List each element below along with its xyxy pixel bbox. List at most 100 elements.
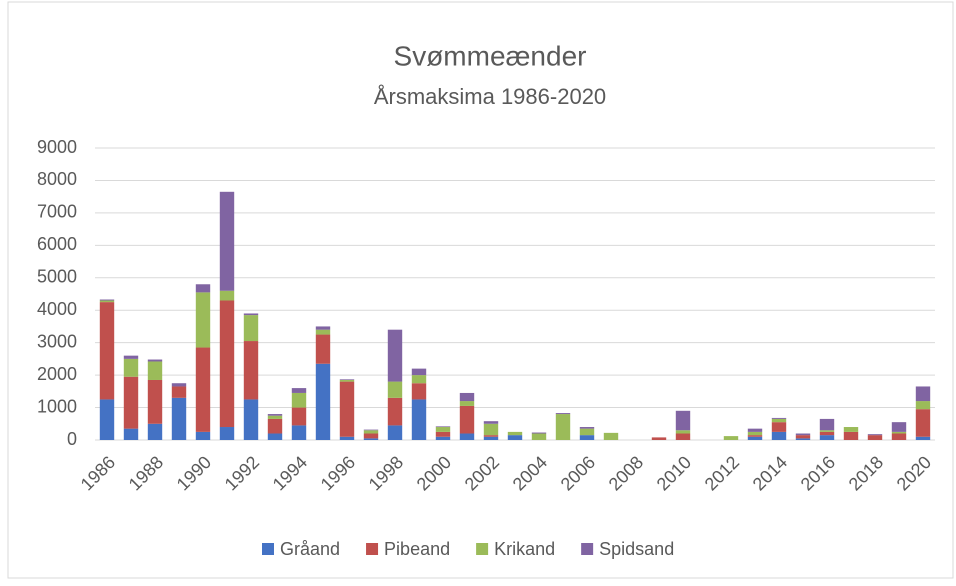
bar-segment xyxy=(651,437,667,440)
bar-segment xyxy=(915,386,931,402)
legend-label: Pibeand xyxy=(384,539,450,559)
bar-segment xyxy=(147,361,163,380)
bar-segment xyxy=(795,433,811,436)
bar-segment xyxy=(891,431,907,434)
bar-segment xyxy=(147,379,163,424)
bar-segment xyxy=(771,418,787,423)
bar-segment xyxy=(819,418,835,431)
bar-segment xyxy=(843,427,859,432)
bar-segment xyxy=(675,433,691,440)
bar-segment xyxy=(459,401,475,406)
bar-segment xyxy=(363,438,379,440)
bar-segment xyxy=(867,435,883,440)
bar-segment xyxy=(123,358,139,377)
bar-segment xyxy=(747,436,763,440)
chart-title: Svømmeænder xyxy=(394,40,587,71)
y-tick-label: 0 xyxy=(67,429,77,449)
bar-segment xyxy=(411,383,427,400)
bar-segment xyxy=(819,430,835,432)
bar-segment xyxy=(99,299,115,301)
bar-segment xyxy=(819,431,835,436)
bar-segment xyxy=(507,431,523,436)
bar-segment xyxy=(387,329,403,382)
bar-segment xyxy=(243,313,259,316)
y-tick-label: 6000 xyxy=(37,234,77,254)
bar-segment xyxy=(459,405,475,434)
bar-segment xyxy=(891,422,907,432)
y-tick-label: 7000 xyxy=(37,202,77,222)
bar-segment xyxy=(915,436,931,440)
bar-segment xyxy=(291,392,307,408)
bar-segment xyxy=(483,435,499,437)
bar-segment xyxy=(339,436,355,440)
bar-segment xyxy=(483,436,499,440)
bar-segment xyxy=(243,399,259,440)
bar-segment xyxy=(339,379,355,382)
bar-segment xyxy=(747,435,763,437)
bar-segment xyxy=(579,435,595,440)
chart-subtitle: Årsmaksima 1986-2020 xyxy=(374,84,606,109)
bar-segment xyxy=(555,414,571,440)
bar-segment xyxy=(483,421,499,424)
bar-segment xyxy=(387,381,403,398)
legend-label: Spidsand xyxy=(599,539,674,559)
bar-segment xyxy=(579,427,595,429)
bar-segment xyxy=(747,428,763,432)
bar-segment xyxy=(435,436,451,440)
bar-segment xyxy=(771,417,787,419)
bar-segment xyxy=(603,432,619,440)
bar-segment xyxy=(435,431,451,437)
bar-segment xyxy=(99,399,115,440)
bar-segment xyxy=(267,418,283,434)
bar-segment xyxy=(363,430,379,434)
bar-segment xyxy=(891,433,907,440)
bar-segment xyxy=(267,415,283,419)
bar-segment xyxy=(843,431,859,440)
legend-label: Gråand xyxy=(280,539,340,559)
bar-segment xyxy=(339,379,355,380)
bar-segment xyxy=(795,435,811,439)
y-tick-label: 9000 xyxy=(37,137,77,157)
bar-segment xyxy=(411,368,427,376)
bar-segment xyxy=(867,434,883,436)
bar-segment xyxy=(195,284,211,293)
bar-segment xyxy=(723,436,739,440)
bar-segment xyxy=(747,431,763,436)
y-tick-label: 4000 xyxy=(37,299,77,319)
bar-segment xyxy=(315,363,331,440)
bar-segment xyxy=(123,428,139,440)
bar-segment xyxy=(267,433,283,440)
bar-segment xyxy=(219,300,235,428)
bar-segment xyxy=(243,315,259,342)
bar-segment xyxy=(195,431,211,440)
y-tick-label: 3000 xyxy=(37,331,77,351)
bar-segment xyxy=(195,292,211,348)
bar-segment xyxy=(435,426,451,428)
bar-segment xyxy=(315,334,331,364)
bar-segment xyxy=(819,435,835,440)
bar-segment xyxy=(795,438,811,440)
bar-segment xyxy=(291,425,307,440)
bar-segment xyxy=(915,401,931,410)
bar-segment xyxy=(387,425,403,440)
bar-segment xyxy=(195,347,211,432)
legend-swatch xyxy=(476,543,489,555)
bar-segment xyxy=(507,435,523,440)
bar-segment xyxy=(147,359,163,362)
bar-segment xyxy=(123,376,139,429)
bar-segment xyxy=(387,397,403,426)
bar-segment xyxy=(315,329,331,335)
bar-segment xyxy=(579,428,595,436)
y-tick-label: 2000 xyxy=(37,364,77,384)
chart-border xyxy=(7,1,954,579)
y-tick-label: 8000 xyxy=(37,169,77,189)
bar-segment xyxy=(459,433,475,440)
bar-segment xyxy=(771,431,787,440)
bar-segment xyxy=(531,433,547,440)
bar-segment xyxy=(459,392,475,402)
y-tick-label: 1000 xyxy=(37,396,77,416)
bar-segment xyxy=(243,341,259,400)
legend-swatch xyxy=(366,543,379,555)
legend-swatch xyxy=(581,543,594,555)
